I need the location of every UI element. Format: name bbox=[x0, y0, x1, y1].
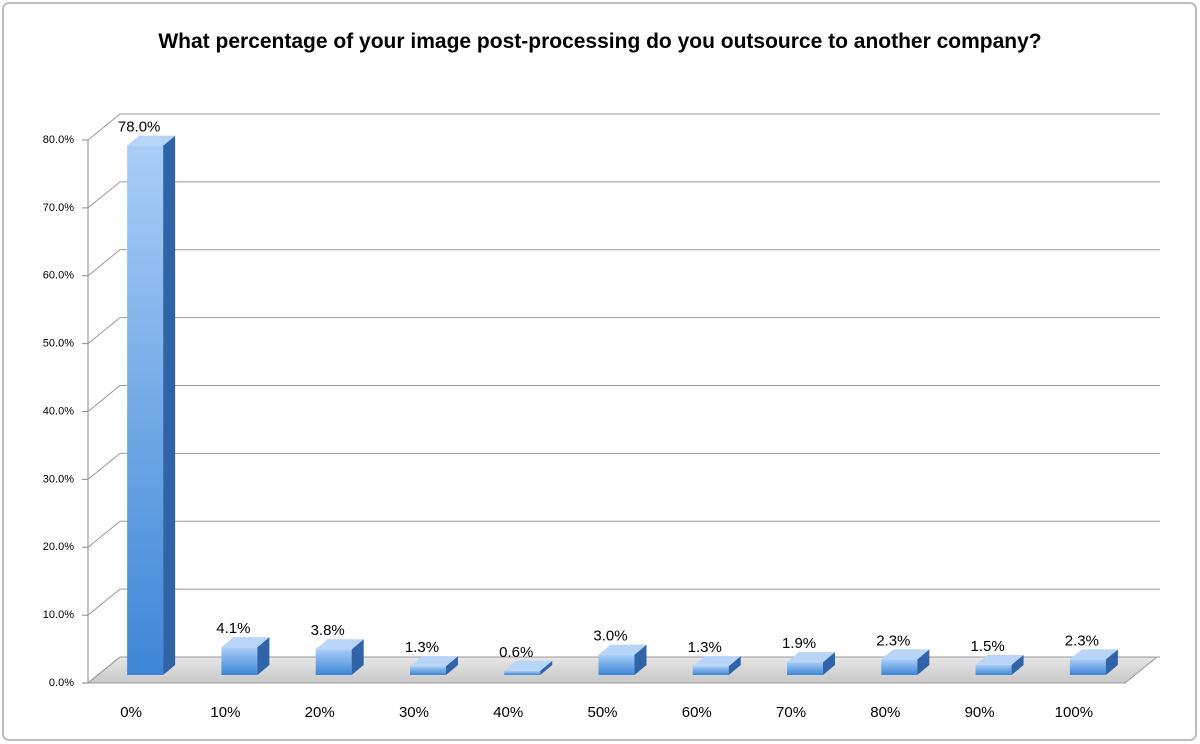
bar-side bbox=[351, 639, 364, 675]
y-tick-label: 20.0% bbox=[43, 541, 74, 553]
bar-top bbox=[975, 654, 1024, 665]
y-tick-label: 60.0% bbox=[43, 270, 74, 282]
bar-top bbox=[787, 652, 836, 663]
x-tick-label: 90% bbox=[965, 704, 995, 721]
x-tick-label: 30% bbox=[399, 704, 429, 721]
bar-top bbox=[881, 649, 930, 660]
value-label: 4.1% bbox=[216, 620, 250, 637]
bar bbox=[787, 652, 836, 675]
x-tick-label: 10% bbox=[210, 704, 240, 721]
y-tick-label: 80.0% bbox=[43, 134, 74, 146]
x-tick-label: 80% bbox=[870, 704, 900, 721]
bar bbox=[127, 135, 176, 675]
bar-side bbox=[823, 652, 836, 675]
y-tick-label: 0.0% bbox=[49, 677, 74, 689]
bar-side bbox=[1011, 654, 1024, 675]
x-tick-label: 70% bbox=[776, 704, 806, 721]
chart-title: What percentage of your image post-proce… bbox=[158, 30, 1042, 53]
value-label: 78.0% bbox=[118, 119, 161, 136]
y-tick-label: 30.0% bbox=[43, 473, 74, 485]
bar-top bbox=[504, 660, 553, 671]
value-label: 1.9% bbox=[782, 635, 816, 652]
bar bbox=[692, 656, 741, 675]
value-label: 3.8% bbox=[311, 622, 345, 639]
value-label: 1.3% bbox=[405, 639, 439, 656]
bar bbox=[504, 660, 553, 675]
value-label: 2.3% bbox=[1065, 632, 1099, 649]
grid-line bbox=[87, 452, 1160, 480]
title-box: What percentage of your image post-proce… bbox=[158, 30, 1042, 53]
value-label: 1.3% bbox=[688, 639, 722, 656]
bar bbox=[315, 639, 364, 675]
bar-front bbox=[127, 145, 164, 675]
bar-side bbox=[257, 637, 270, 675]
y-tick-label: 10.0% bbox=[43, 609, 74, 621]
value-label: 2.3% bbox=[876, 632, 910, 649]
bar bbox=[221, 637, 270, 675]
grid-line bbox=[87, 317, 1160, 345]
bar-front bbox=[221, 647, 258, 675]
x-tick-label: 40% bbox=[493, 704, 523, 721]
bar bbox=[409, 656, 458, 675]
plot: 0.0% 10.0% 20.0% 30.0% 40.0% 50.0% 60.0% 70.0% 8… bbox=[43, 113, 1160, 721]
bar-front bbox=[975, 664, 1012, 675]
bar-side bbox=[163, 135, 176, 675]
bar-top bbox=[1069, 649, 1118, 660]
x-tick-label: 50% bbox=[587, 704, 617, 721]
bar-top bbox=[221, 637, 270, 648]
y-tick-label: 70.0% bbox=[43, 202, 74, 214]
x-tick-label: 60% bbox=[682, 704, 712, 721]
grid-line bbox=[87, 181, 1160, 209]
bar-top bbox=[692, 656, 741, 667]
bar-side bbox=[1105, 649, 1118, 675]
bar-top bbox=[127, 135, 176, 146]
bar-front bbox=[787, 662, 824, 675]
grid-line bbox=[87, 385, 1160, 412]
y-tick-label: 50.0% bbox=[43, 338, 74, 350]
grid-line bbox=[87, 520, 1160, 548]
x-tick-label: 100% bbox=[1055, 704, 1093, 721]
bar bbox=[1069, 649, 1118, 675]
bar-front bbox=[504, 670, 541, 675]
bar-front bbox=[409, 666, 446, 675]
bar-top bbox=[409, 656, 458, 667]
bar bbox=[975, 654, 1024, 675]
value-label: 0.6% bbox=[499, 644, 533, 661]
bar-side bbox=[728, 656, 741, 675]
bar bbox=[881, 649, 930, 675]
bar-side bbox=[634, 644, 647, 675]
grid-line bbox=[87, 113, 1160, 141]
bar-top bbox=[315, 639, 364, 650]
bar-top bbox=[598, 644, 647, 655]
bar bbox=[598, 644, 647, 675]
y-tick-label: 40.0% bbox=[43, 405, 74, 417]
bar-side bbox=[917, 649, 930, 675]
grid-line bbox=[87, 249, 1160, 277]
value-label: 3.0% bbox=[593, 628, 627, 645]
x-tick-label: 20% bbox=[305, 704, 335, 721]
bar-side bbox=[445, 656, 458, 675]
bar-front bbox=[1069, 659, 1106, 675]
grid-line bbox=[87, 588, 1160, 616]
bar-front bbox=[315, 649, 352, 675]
bar-front bbox=[881, 659, 918, 675]
bar-front bbox=[598, 654, 635, 675]
bar-side bbox=[540, 660, 553, 675]
value-label: 1.5% bbox=[970, 638, 1004, 655]
x-tick-label: 0% bbox=[120, 704, 142, 721]
bar-front bbox=[692, 666, 729, 675]
